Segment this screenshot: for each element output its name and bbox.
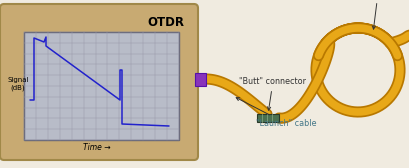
FancyBboxPatch shape xyxy=(0,4,198,160)
Text: Signal
(dB): Signal (dB) xyxy=(7,77,29,91)
Bar xyxy=(256,114,278,122)
Text: Time →: Time → xyxy=(83,142,110,152)
Text: OTDR: OTDR xyxy=(147,16,184,29)
Bar xyxy=(195,73,205,86)
Text: "Butt" connector: "Butt" connector xyxy=(239,77,306,110)
Text: Fiber under test: Fiber under test xyxy=(346,0,409,29)
Bar xyxy=(24,32,179,140)
Text: "Launch" cable: "Launch" cable xyxy=(236,98,315,128)
